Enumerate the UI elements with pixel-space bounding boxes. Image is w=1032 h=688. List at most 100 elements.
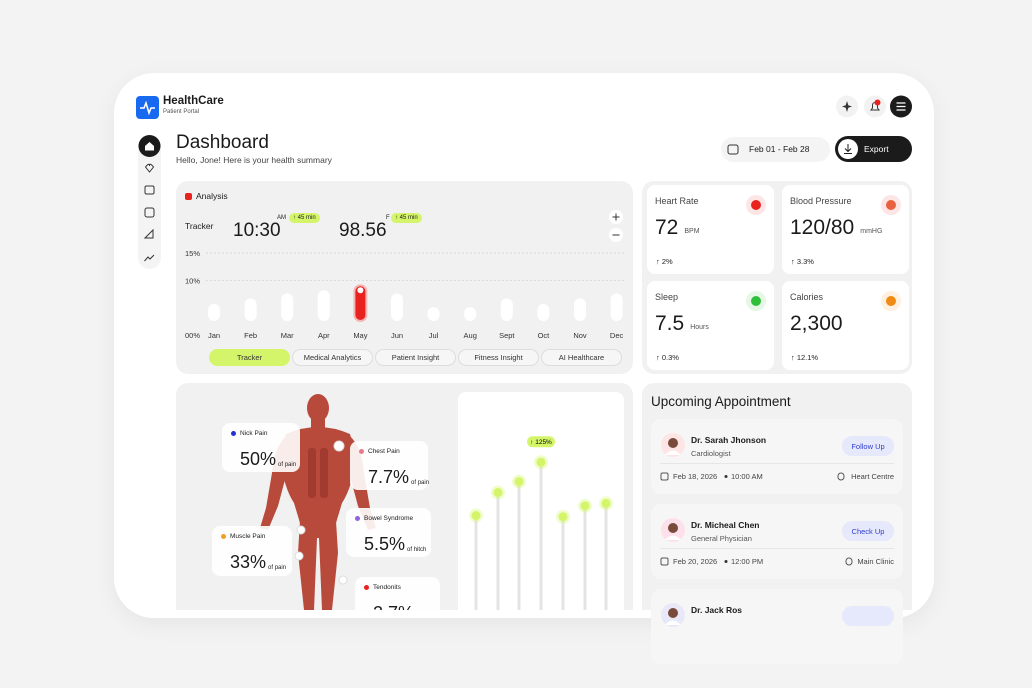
x-tick-label: Feb: [244, 331, 257, 340]
icon-glyph: [751, 200, 761, 210]
download-icon: [838, 139, 858, 159]
stat-change: ↑ 12.1%: [791, 353, 819, 362]
bar: [464, 307, 477, 321]
dot: [558, 512, 568, 522]
appointment-time: 12:00 PM: [731, 557, 764, 566]
sidebar[interactable]: [137, 134, 162, 270]
analysis-dot: [185, 193, 192, 200]
analysis-panel: Analysis Tracker 10:30 AM ↑ 45 min 98.56…: [176, 181, 633, 374]
avatar: [661, 603, 685, 627]
page-title: Dashboard: [176, 132, 269, 153]
export-label: Export: [864, 144, 889, 154]
stat-card: Heart Rate 72 BPM ↑ 2%: [647, 185, 774, 274]
doctor-name: Dr. Sarah Jhonson: [691, 435, 767, 445]
pain-card: Tendonits 2.7%: [355, 577, 440, 610]
location-icon: [837, 472, 845, 481]
analysis-chart: 00% 10% 15% Jan Feb Mar Apr May Jun Jul Aug Sept Oct…: [185, 249, 624, 340]
stat-value: 72: [655, 216, 679, 239]
x-tick-label: Oct: [538, 331, 551, 340]
pain-unit: of pain: [268, 565, 287, 571]
avatar-head: [668, 438, 678, 448]
dot: [580, 501, 590, 511]
bar: [610, 293, 623, 321]
doctor-name: Dr. Micheal Chen: [691, 520, 760, 530]
stat-label: Calories: [790, 292, 824, 302]
greeting: Hello, Jone! Here is your health summary: [176, 155, 332, 165]
date-picker[interactable]: [721, 137, 830, 162]
dot: [493, 488, 503, 498]
x-tick-label: Aug: [464, 331, 477, 340]
zoom-controls[interactable]: [606, 209, 626, 243]
stat-icon: [881, 195, 901, 215]
avatar: [661, 433, 685, 457]
stat-value: 120/80: [790, 216, 855, 239]
divider: [660, 463, 894, 464]
x-tick-label: Jul: [429, 331, 439, 340]
top-actions[interactable]: [836, 95, 913, 118]
pain-card: Chest Pain 7.7% of pain: [350, 441, 430, 490]
stat-label: Blood Pressure: [790, 196, 852, 206]
stat-unit: Hours: [690, 324, 709, 331]
time-unit: AM: [277, 215, 286, 221]
tab[interactable]: Patient Insight: [375, 349, 456, 366]
bar: [391, 293, 403, 321]
pain-dot: [231, 431, 236, 436]
body-panel: ↑ 125% Nick Pain 50% of pain Chest Pain 7.7%…: [176, 383, 633, 610]
pain-unit: of pain: [278, 462, 297, 468]
pain-value: 5.5%: [364, 534, 406, 554]
separator-dot: [724, 475, 728, 478]
avatar-head: [668, 523, 678, 533]
tab[interactable]: Fitness Insight: [458, 349, 539, 366]
stat-icon: [746, 195, 766, 215]
appointment-location: Heart Centre: [851, 472, 894, 481]
bar: [281, 293, 294, 321]
tab[interactable]: Medical Analytics: [292, 349, 373, 366]
appointment-card: Dr. Micheal Chen General Physician Check U…: [651, 504, 903, 579]
annotation: ↑ 125%: [530, 439, 552, 446]
stat-icon: [881, 291, 901, 311]
pain-value: 50%: [240, 449, 277, 469]
location-icon: [845, 557, 853, 566]
y-tick-label: 15%: [185, 249, 200, 258]
icon-glyph: [751, 296, 761, 306]
pain-dot: [221, 534, 226, 539]
tab[interactable]: Tracker: [209, 349, 290, 366]
bar: [427, 307, 440, 321]
avatar-body: [665, 620, 681, 625]
bar: [244, 298, 257, 321]
meta-icons: [660, 557, 853, 566]
meta-icons: [660, 472, 845, 481]
x-tick-label: Apr: [318, 331, 330, 340]
pain-markers: [294, 440, 361, 585]
pain-card: Muscle Pain 33% of pain: [212, 526, 292, 576]
tab[interactable]: AI Healthcare: [541, 349, 622, 366]
appointment-location: Main Clinic: [857, 557, 894, 566]
x-tick-label: Mar: [281, 331, 294, 340]
x-tick-label: May: [353, 331, 367, 340]
bar: [500, 298, 513, 321]
pain-dot: [355, 516, 360, 521]
action-button[interactable]: Follow Up: [842, 436, 894, 456]
trend-card: ↑ 125%: [458, 392, 624, 610]
x-tick-label: Jan: [208, 331, 220, 340]
pain-card: Nick Pain 50% of pain: [222, 423, 300, 472]
pain-unit: of pain: [411, 480, 430, 486]
x-tick-label: Jun: [391, 331, 403, 340]
pain-label: Chest Pain: [368, 448, 400, 455]
appointment-card: Dr. Sarah Jhonson Cardiologist Follow Up Fe…: [651, 419, 903, 494]
appointments-title: Upcoming Appointment: [651, 394, 791, 409]
avatar-head: [668, 608, 678, 618]
stat-card: Blood Pressure 120/80 mmHG ↑ 3.3%: [782, 185, 909, 274]
dot: [536, 457, 546, 467]
stat-icon: [746, 291, 766, 311]
pain-card: Bowel Syndrome 5.5% of hitch: [346, 508, 431, 557]
logo: [136, 96, 159, 119]
action-button[interactable]: Check Up: [842, 521, 894, 541]
stat-change: ↑ 0.3%: [656, 353, 679, 362]
pain-label: Tendonits: [373, 584, 401, 591]
action-button[interactable]: [842, 606, 894, 626]
bar: [208, 303, 220, 321]
avatar: [661, 518, 685, 542]
doctor-name: Dr. Jack Ros: [691, 605, 743, 615]
